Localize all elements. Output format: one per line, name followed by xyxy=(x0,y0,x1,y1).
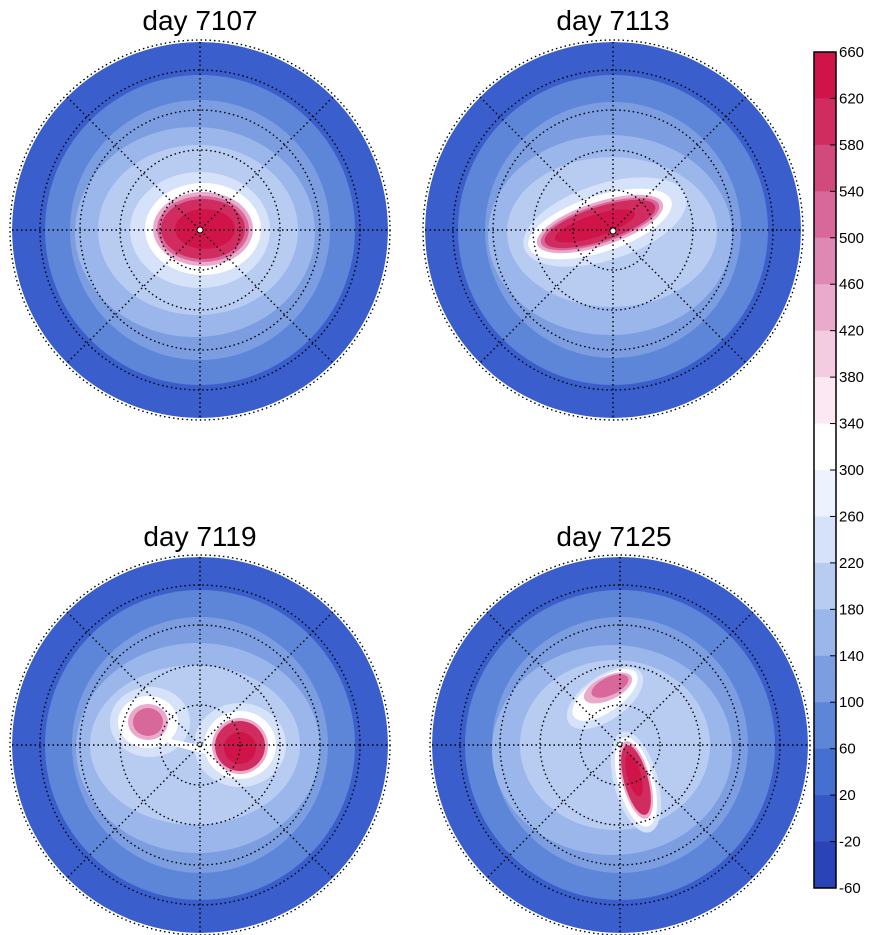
panel-title: day 7107 xyxy=(142,5,257,36)
colorbar-tick-label: 220 xyxy=(839,555,864,572)
colorbar-tick-label: 620 xyxy=(839,90,864,107)
colorbar-block xyxy=(814,655,836,703)
colorbar-block xyxy=(814,98,836,146)
colorbar-tick-label: 420 xyxy=(839,323,864,340)
colorbar-block xyxy=(814,284,836,332)
colorbar-tick-label: 540 xyxy=(839,183,864,200)
colorbar-tick-label: 580 xyxy=(839,137,864,154)
panel-title: day 7119 xyxy=(143,521,256,552)
colorbar-block xyxy=(814,702,836,750)
colorbar-block xyxy=(814,748,836,796)
panel-title: day 7113 xyxy=(556,5,669,36)
colorbar-tick-label: 460 xyxy=(839,276,864,293)
colorbar-block xyxy=(814,470,836,517)
polar-grid xyxy=(9,39,391,421)
pole-marker xyxy=(196,226,204,234)
panel-day-7113: day 7113 xyxy=(422,5,804,421)
vortex-core xyxy=(554,209,636,243)
colorbar-tick-label: 60 xyxy=(839,741,856,758)
colorbar-block xyxy=(814,144,836,192)
colorbar-block xyxy=(814,52,836,99)
colorbar-block xyxy=(814,562,836,610)
colorbar: 660 620 580 540 500 460 420 380 340 300 260 220 180 1… xyxy=(813,44,864,897)
colorbar-block xyxy=(814,377,836,425)
colorbar-blocks xyxy=(814,52,836,889)
colorbar-tick-label: 300 xyxy=(839,462,864,479)
colorbar-block xyxy=(814,330,836,378)
colorbar-tick-label: 20 xyxy=(839,787,856,804)
vortex-core xyxy=(133,708,163,736)
colorbar-tick-label: 660 xyxy=(839,44,864,61)
colorbar-tick-label: 380 xyxy=(839,369,864,386)
polar-grid xyxy=(429,554,811,935)
colorbar-tick-label: 180 xyxy=(839,601,864,618)
panel-title: day 7125 xyxy=(556,521,671,552)
vortex-core xyxy=(591,674,629,698)
polar-grid xyxy=(9,554,391,935)
colorbar-ticks: 660 620 580 540 500 460 420 380 340 300 260 220 180 1… xyxy=(830,44,864,897)
colorbar-tick-label: -60 xyxy=(839,880,861,897)
colorbar-block xyxy=(814,841,836,889)
colorbar-tick-label: -20 xyxy=(839,834,861,851)
panel-day-7107: day 7107 xyxy=(9,5,391,421)
colorbar-tick-label: 500 xyxy=(839,230,864,247)
vortex-core xyxy=(175,209,235,249)
colorbar-block xyxy=(814,237,836,285)
vortex-core xyxy=(224,732,256,764)
colorbar-block xyxy=(814,609,836,657)
colorbar-block xyxy=(814,191,836,239)
pole-marker xyxy=(609,227,617,235)
colorbar-tick-label: 340 xyxy=(839,416,864,433)
contour-bridge xyxy=(165,738,215,755)
colorbar-block xyxy=(814,423,836,471)
polar-grid xyxy=(422,39,804,421)
colorbar-tick-label: 100 xyxy=(839,694,864,711)
panel-day-7119: day 7119 xyxy=(9,521,391,935)
colorbar-block xyxy=(814,516,836,564)
colorbar-tick-label: 140 xyxy=(839,648,864,665)
colorbar-tick-label: 260 xyxy=(839,508,864,525)
colorbar-block xyxy=(814,795,836,843)
panel-day-7125: day 7125 xyxy=(429,521,811,935)
vortex-core xyxy=(625,753,643,797)
